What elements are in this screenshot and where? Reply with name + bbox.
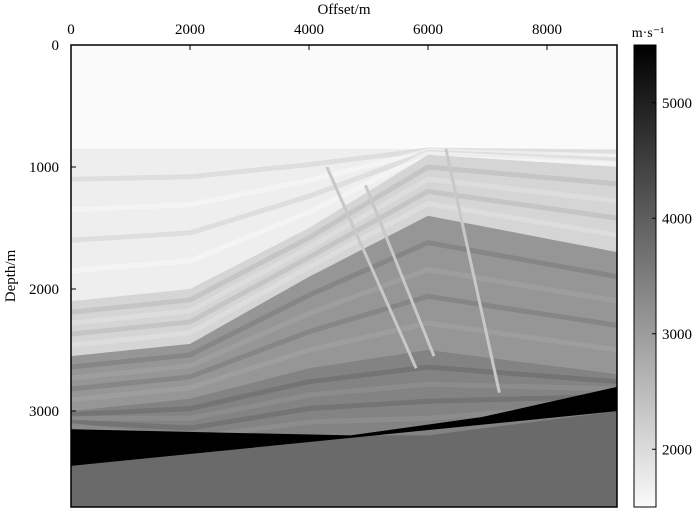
x-axis-title: Offset/m bbox=[317, 2, 370, 18]
colorbar-unit-label: m·s⁻¹ bbox=[632, 26, 665, 41]
bedding-stripe bbox=[71, 240, 617, 370]
bedding-stripe bbox=[71, 364, 617, 418]
y-axis-title: Depth/m bbox=[3, 249, 19, 302]
velocity-heatmap bbox=[71, 45, 617, 507]
velocity-layer-5 bbox=[71, 411, 617, 507]
salt-body bbox=[71, 386, 617, 466]
x-tick-label: 6000 bbox=[413, 22, 443, 38]
plot-frame bbox=[70, 44, 618, 508]
bedding-stripe bbox=[71, 266, 617, 381]
water-layer bbox=[71, 45, 617, 149]
colorbar-tick-label: 2000 bbox=[662, 442, 692, 458]
bedding-stripe bbox=[71, 293, 617, 392]
x-tick-label: 0 bbox=[67, 22, 75, 38]
y-axis: 0 1000 2000 3000 bbox=[29, 38, 76, 420]
x-tick-label: 2000 bbox=[175, 22, 205, 38]
colorbar-gradient bbox=[633, 44, 657, 508]
y-tick-label: 2000 bbox=[29, 282, 59, 298]
x-tick-label: 8000 bbox=[532, 22, 562, 38]
bedding-stripe bbox=[71, 200, 617, 348]
fault-3 bbox=[444, 148, 501, 394]
colorbar-tick-label: 4000 bbox=[662, 211, 692, 227]
colorbar: 2000 3000 4000 5000 m·s⁻¹ bbox=[632, 26, 692, 508]
bedding-stripe bbox=[71, 164, 617, 315]
x-tick-label: 4000 bbox=[294, 22, 324, 38]
fault-2 bbox=[364, 184, 436, 357]
bedding-stripe bbox=[71, 151, 617, 274]
y-tick-label: 0 bbox=[52, 38, 60, 54]
bedding-stripe bbox=[71, 320, 617, 403]
y-tick-label: 3000 bbox=[29, 404, 59, 420]
bedding-stripe bbox=[71, 188, 617, 337]
y-tick-label: 1000 bbox=[29, 160, 59, 176]
bedding-stripe bbox=[71, 176, 617, 326]
colorbar-tick-label: 5000 bbox=[662, 96, 692, 112]
bedding-stripe bbox=[71, 393, 617, 431]
bedding-stripe bbox=[71, 147, 617, 182]
bedding-stripe bbox=[71, 381, 617, 421]
bedding-stripe bbox=[71, 149, 617, 243]
colorbar-ticks: 2000 3000 4000 5000 bbox=[652, 96, 692, 458]
x-axis: 0 2000 4000 6000 8000 bbox=[67, 22, 562, 50]
colorbar-tick-label: 3000 bbox=[662, 327, 692, 343]
plot-area bbox=[70, 44, 618, 508]
fault-1 bbox=[325, 166, 418, 369]
